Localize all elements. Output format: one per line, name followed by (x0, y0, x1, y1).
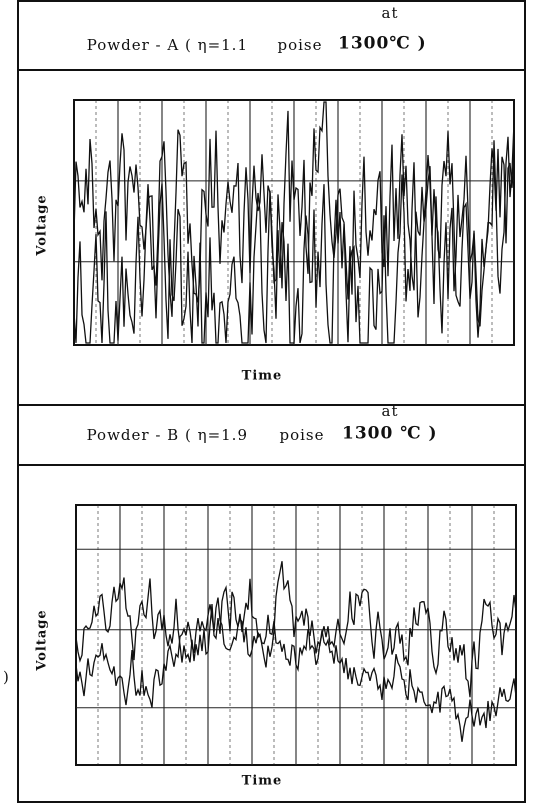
header-unit: poise (277, 36, 322, 54)
header-unit: poise (279, 426, 324, 444)
outer-border (18, 1, 525, 802)
y-axis-label: Voltage (35, 194, 50, 256)
header-title: Powder - B ( η=1.9 (87, 426, 248, 444)
y-axis-label: Voltage (35, 609, 50, 671)
x-axis-label: Time (242, 774, 283, 789)
header-title: Powder - A ( η=1.1 (87, 36, 248, 54)
figure: Powder - A ( η=1.1 poise at 1300℃ ) Volt… (0, 0, 546, 803)
x-axis-label: Time (242, 369, 283, 384)
header-temp: 1300 ℃ ) (342, 424, 438, 444)
header-at: at (382, 4, 399, 22)
header-temp: 1300℃ ) (338, 34, 427, 54)
stray-mark: ) (3, 668, 10, 686)
header-at: at (382, 402, 399, 420)
